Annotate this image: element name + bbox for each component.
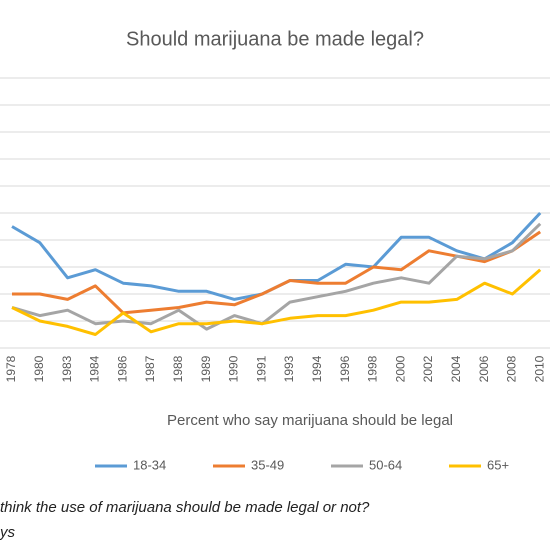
- x-tick-label: 1996: [338, 355, 352, 382]
- x-tick-label: 2010: [532, 355, 546, 382]
- x-tick-label: 1994: [310, 355, 324, 382]
- series-line: [11, 222, 542, 331]
- x-tick-label: 1990: [227, 355, 241, 382]
- note: ys: [0, 524, 16, 541]
- series-line: [11, 268, 542, 336]
- chart-title: Should marijuana be made legal?: [126, 28, 424, 50]
- x-tick-label: 1998: [366, 355, 380, 382]
- x-tick-label: 1978: [4, 355, 18, 382]
- series-line: [12, 230, 542, 315]
- x-tick-label: 1989: [199, 355, 213, 382]
- x-tick-label: 1980: [32, 355, 46, 382]
- legend-label: 65+: [487, 457, 509, 472]
- legend-label: 35-49: [251, 457, 284, 472]
- x-tick-label: 2006: [477, 355, 491, 382]
- x-tick-label: 1991: [254, 355, 268, 382]
- x-tick-label: 1984: [88, 355, 102, 382]
- x-tick-label: 2004: [449, 355, 463, 382]
- x-tick-label: 1983: [60, 355, 74, 382]
- x-tick-label: 1986: [115, 355, 129, 382]
- x-tick-label: 2008: [505, 355, 519, 382]
- x-axis-title: Percent who say marijuana should be lega…: [167, 412, 453, 429]
- legend-label: 50-64: [369, 457, 402, 472]
- x-tick-label: 1993: [282, 355, 296, 382]
- x-tick-label: 1988: [171, 355, 185, 382]
- legend-label: 18-34: [133, 457, 166, 472]
- x-tick-label: 2002: [421, 355, 435, 382]
- x-tick-label: 2000: [393, 355, 407, 382]
- x-tick-label: 1987: [143, 355, 157, 382]
- note: think the use of marijuana should be mad…: [0, 499, 370, 516]
